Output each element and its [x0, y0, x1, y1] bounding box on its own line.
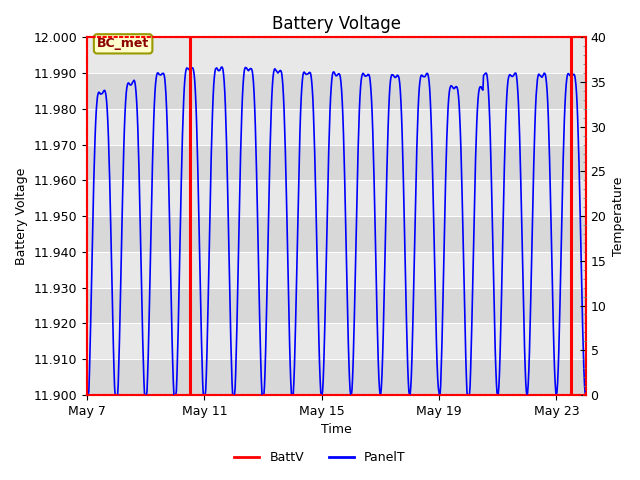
Bar [87, 216, 586, 252]
Bar [87, 252, 586, 288]
Bar [87, 288, 586, 324]
Bar [87, 73, 586, 109]
X-axis label: Time: Time [321, 423, 352, 436]
Bar [87, 144, 586, 180]
Y-axis label: Battery Voltage: Battery Voltage [15, 168, 28, 265]
Bar [87, 37, 586, 73]
Y-axis label: Temperature: Temperature [612, 177, 625, 256]
Bar [87, 359, 586, 395]
Bar [87, 180, 586, 216]
Title: Battery Voltage: Battery Voltage [272, 15, 401, 33]
Text: BC_met: BC_met [97, 37, 149, 50]
Legend: BattV, PanelT: BattV, PanelT [229, 446, 411, 469]
Bar [87, 324, 586, 359]
Bar [87, 109, 586, 144]
